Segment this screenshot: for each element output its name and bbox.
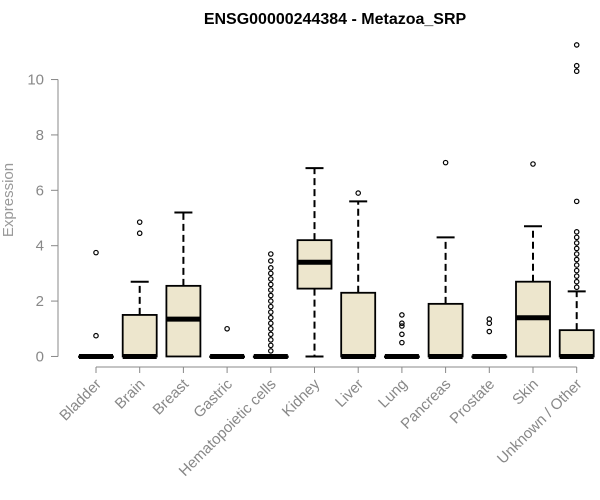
y-axis: 0 2 4 6 8 10 [27,72,59,365]
y-axis-label: Expression [0,163,17,237]
y-tick-label: 2 [36,293,44,310]
outlier-point [267,325,274,332]
outlier-point [486,316,493,322]
outlier-point [573,273,580,279]
outlier-point [267,270,274,277]
outlier-point [573,198,580,205]
outlier-point [573,278,580,285]
outlier-point [267,292,274,299]
outlier-point [93,249,99,256]
outlier-point [267,331,274,338]
x-tick-label: Lung [375,376,411,412]
outlier-point [573,240,580,246]
outlier-point [93,332,99,339]
box-group [209,325,246,359]
outlier-point [267,348,274,354]
outlier-point [573,62,580,69]
outlier-point [573,68,580,75]
outlier-point [267,287,274,293]
outlier-point [573,234,580,241]
outlier-point [573,262,580,268]
x-tick-label: Brain [112,376,149,413]
y-tick-label: 4 [36,238,44,255]
box [558,329,595,358]
box [340,291,377,358]
outlier-point [442,159,449,166]
x-tick-label: Liver [332,376,367,411]
x-tick-label: Kidney [279,375,324,420]
y-tick-label: 8 [36,127,44,144]
x-tick-label: Breast [150,375,193,418]
outlier-point [399,312,405,318]
outlier-point [267,298,274,304]
box-group [296,167,333,358]
outlier-point [267,281,274,288]
outlier-point [573,251,580,257]
x-tick-label: Bladder [56,376,105,425]
outlier-point [355,190,362,196]
outlier-point [267,251,274,257]
boxes-layer [78,42,595,359]
outlier-point [399,331,405,338]
box-group [471,316,508,359]
outlier-point [530,161,536,167]
outlier-point [267,309,274,315]
box [427,302,464,358]
outlier-point [267,258,274,264]
box-group [383,312,420,359]
outlier-point [486,328,493,335]
box-group [121,219,158,359]
outlier-point [267,265,274,271]
outlier-point [573,284,580,291]
box-group [252,251,289,359]
x-tick-label: Prostate [447,376,499,428]
outlier-point [573,267,580,274]
chart-title: ENSG00000244384 - Metazoa_SRP [204,11,467,28]
outlier-point [399,323,405,329]
box-group [427,159,464,359]
outlier-point [573,42,580,48]
box-group [515,161,551,358]
x-tick-label: Skin [509,376,542,409]
outlier-point [224,325,230,332]
outlier-point [573,229,580,235]
y-tick-label: 6 [36,182,44,199]
outlier-point [267,314,274,321]
box-group [558,42,595,359]
box-group [340,190,377,359]
y-tick-label: 0 [36,348,44,365]
outlier-point [267,337,274,343]
outlier-point [136,230,143,237]
outlier-point [267,276,274,282]
outlier-point [573,245,580,252]
outlier-point [267,303,274,310]
outlier-point [573,256,580,263]
outlier-point [399,320,405,327]
box-group [78,249,114,359]
y-tick-label: 10 [27,72,44,89]
outlier-point [267,320,274,327]
outlier-point [267,342,274,349]
box [121,314,158,358]
outlier-point [399,339,405,346]
box-group [165,211,202,358]
outlier-point [136,219,143,225]
